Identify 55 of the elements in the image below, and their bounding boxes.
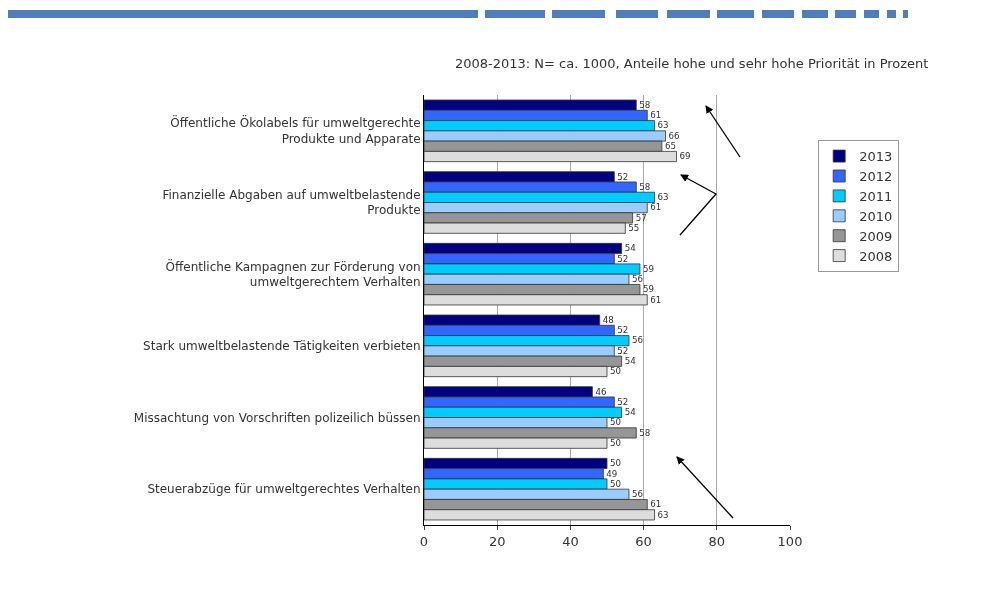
x-tick-label: 40 <box>562 533 579 549</box>
data-label: 52 <box>617 253 629 264</box>
data-label: 49 <box>606 468 618 479</box>
y-tick-label: Stark umweltbelastende Tätigkeiten verbieten <box>143 339 421 354</box>
legend-label: 2011 <box>859 188 893 204</box>
data-label: 61 <box>650 499 662 510</box>
legend-label: 2010 <box>859 208 893 224</box>
data-label: 65 <box>664 141 676 152</box>
data-label: 52 <box>617 171 629 182</box>
data-label: 52 <box>617 345 629 356</box>
data-label: 61 <box>650 294 662 305</box>
data-label: 56 <box>631 335 644 346</box>
data-label: 50 <box>610 366 622 377</box>
y-tick-label: Steuerabzüge für umweltgerechtes Verhalten <box>147 482 421 497</box>
y-tick-label: Öffentliche Kampagnen zur Förderung von umweltgerechtem Verhalten <box>165 257 421 290</box>
data-label: 63 <box>657 120 669 131</box>
y-tick-label: Finanzielle Abgaben auf umweltbelastende Produkte <box>162 187 421 218</box>
data-label: 46 <box>595 386 607 397</box>
data-label: 50 <box>610 417 622 428</box>
data-label: 66 <box>668 130 680 141</box>
data-label: 50 <box>610 478 622 489</box>
data-label: 54 <box>624 407 637 418</box>
data-label: 58 <box>639 427 651 438</box>
data-label: 56 <box>631 274 644 285</box>
data-label: 56 <box>631 489 644 500</box>
x-tick-label: 80 <box>708 533 726 549</box>
y-tick-label: Missachtung von Vorschriften polizeilich büssen <box>133 410 421 425</box>
data-label: 69 <box>679 151 691 162</box>
chart-subtitle: 2008-2013: N= ca. 1000, Anteile hohe und sehr hohe Priorität in Prozent <box>455 56 929 71</box>
data-label: 57 <box>635 212 647 223</box>
legend-label: 2008 <box>859 248 893 264</box>
legend-label: 2009 <box>859 228 893 244</box>
data-label: 54 <box>624 356 637 367</box>
data-label: 59 <box>642 263 654 274</box>
data-label: 58 <box>639 181 651 192</box>
data-label: 50 <box>610 458 622 469</box>
data-label: 61 <box>650 202 662 213</box>
x-tick-label: 100 <box>777 533 803 549</box>
data-label: 54 <box>624 243 637 254</box>
legend-label: 2012 <box>859 169 893 185</box>
data-label: 63 <box>657 192 669 203</box>
x-tick-label: 20 <box>488 533 506 549</box>
data-label: 48 <box>602 314 614 325</box>
data-label: 63 <box>657 509 669 520</box>
data-label: 52 <box>617 396 629 407</box>
y-tick-label: Öffentliche Ökolabels für umweltgerechte Produkte und Apparate <box>170 114 421 146</box>
x-tick-label: 0 <box>419 533 429 549</box>
data-label: 61 <box>650 110 662 121</box>
data-label: 55 <box>628 222 640 233</box>
data-label: 58 <box>639 99 651 110</box>
x-tick-label: 60 <box>635 533 652 549</box>
data-label: 52 <box>617 325 629 336</box>
data-label: 59 <box>642 284 654 295</box>
data-label: 50 <box>610 437 622 448</box>
legend-label: 2013 <box>859 149 893 165</box>
